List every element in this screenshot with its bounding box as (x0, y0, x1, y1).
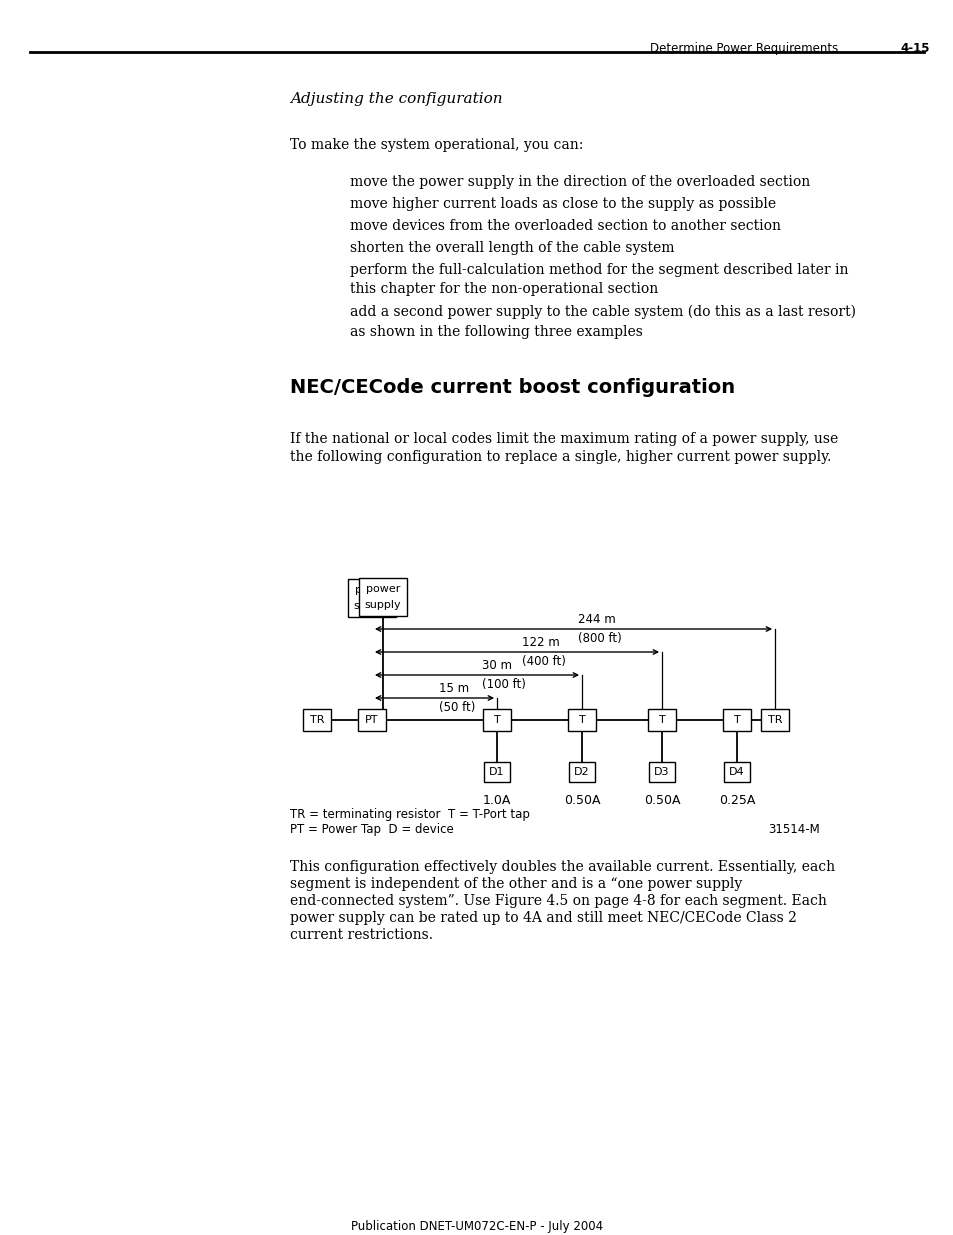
Text: 0.25A: 0.25A (718, 794, 755, 806)
Text: supply: supply (354, 601, 390, 611)
Text: end-connected system”. Use Figure 4.5 on page 4-8 for each segment. Each: end-connected system”. Use Figure 4.5 on… (290, 894, 826, 908)
Text: this chapter for the non-operational section: this chapter for the non-operational sec… (350, 282, 658, 296)
Text: T: T (733, 715, 740, 725)
Text: move devices from the overloaded section to another section: move devices from the overloaded section… (350, 219, 781, 233)
Text: the following configuration to replace a single, higher current power supply.: the following configuration to replace a… (290, 450, 830, 464)
Text: shorten the overall length of the cable system: shorten the overall length of the cable … (350, 241, 674, 254)
Text: NEC/CECode current boost configuration: NEC/CECode current boost configuration (290, 378, 735, 396)
Text: 4-15: 4-15 (899, 42, 928, 56)
Text: This configuration effectively doubles the available current. Essentially, each: This configuration effectively doubles t… (290, 860, 834, 874)
Bar (723, 762, 749, 782)
Text: 0.50A: 0.50A (643, 794, 679, 806)
Text: segment is independent of the other and is a “one power supply: segment is independent of the other and … (290, 877, 741, 890)
Text: power: power (355, 585, 389, 595)
Text: 0.50A: 0.50A (563, 794, 599, 806)
Bar (357, 709, 386, 731)
Text: 244 m: 244 m (578, 613, 616, 626)
Text: T: T (578, 715, 585, 725)
Text: supply: supply (364, 600, 401, 610)
Text: 30 m: 30 m (481, 659, 512, 672)
Text: TR: TR (767, 715, 781, 725)
Text: TR = terminating resistor  T = T-Port tap: TR = terminating resistor T = T-Port tap (290, 808, 529, 821)
Text: (50 ft): (50 ft) (439, 701, 476, 714)
Text: as shown in the following three examples: as shown in the following three examples (350, 325, 642, 338)
Text: D4: D4 (728, 767, 744, 777)
Text: (400 ft): (400 ft) (521, 655, 565, 668)
Text: Adjusting the configuration: Adjusting the configuration (290, 91, 502, 106)
Text: D2: D2 (574, 767, 589, 777)
Bar (722, 709, 750, 731)
Bar (648, 762, 675, 782)
Bar (303, 709, 331, 731)
Bar (358, 578, 407, 616)
Text: 122 m: 122 m (521, 636, 559, 650)
Text: perform the full-calculation method for the segment described later in: perform the full-calculation method for … (350, 263, 847, 277)
Text: current restrictions.: current restrictions. (290, 927, 433, 942)
Text: TR: TR (310, 715, 324, 725)
Text: PT = Power Tap  D = device: PT = Power Tap D = device (290, 823, 454, 836)
Bar (348, 579, 395, 618)
Bar (760, 709, 788, 731)
Bar (568, 762, 595, 782)
Text: (100 ft): (100 ft) (481, 678, 525, 692)
Text: If the national or local codes limit the maximum rating of a power supply, use: If the national or local codes limit the… (290, 432, 838, 446)
Bar (647, 709, 676, 731)
Text: power: power (365, 584, 399, 594)
Text: T: T (493, 715, 500, 725)
Text: T: T (658, 715, 664, 725)
Text: (800 ft): (800 ft) (578, 632, 621, 645)
Text: 1.0A: 1.0A (482, 794, 511, 806)
Text: move higher current loads as close to the supply as possible: move higher current loads as close to th… (350, 198, 776, 211)
Text: add a second power supply to the cable system (do this as a last resort): add a second power supply to the cable s… (350, 305, 855, 320)
Text: D3: D3 (654, 767, 669, 777)
Text: 31514-M: 31514-M (767, 823, 820, 836)
Text: power supply can be rated up to 4A and still meet NEC/CECode Class 2: power supply can be rated up to 4A and s… (290, 911, 796, 925)
Text: PT: PT (365, 715, 378, 725)
Text: Determine Power Requirements: Determine Power Requirements (649, 42, 838, 56)
Text: To make the system operational, you can:: To make the system operational, you can: (290, 138, 583, 152)
Bar (482, 709, 511, 731)
Text: Publication DNET-UM072C-EN-P - July 2004: Publication DNET-UM072C-EN-P - July 2004 (351, 1220, 602, 1233)
Bar (567, 709, 596, 731)
Bar (483, 762, 510, 782)
Text: move the power supply in the direction of the overloaded section: move the power supply in the direction o… (350, 175, 809, 189)
Text: D1: D1 (489, 767, 504, 777)
Text: 15 m: 15 m (439, 682, 469, 695)
